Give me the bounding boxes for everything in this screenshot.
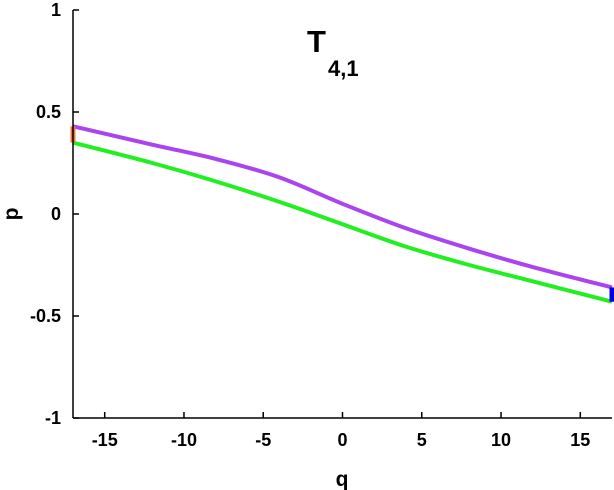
y-axis-title: p <box>0 208 23 221</box>
series-line-0 <box>72 124 613 290</box>
x-tick-label: -5 <box>255 430 271 450</box>
y-tick-label: 0.5 <box>36 102 61 122</box>
series-line-1 <box>72 140 613 304</box>
chart-title-subscript: 4,1 <box>328 56 359 81</box>
x-tick-label: -15 <box>92 430 118 450</box>
tick-labels: -15 -10 -5 0 5 10 15 -1 -0.5 0 0.5 1 <box>30 0 590 450</box>
ticks <box>73 9 582 419</box>
y-tick-label: 1 <box>51 0 61 20</box>
y-tick-label: -1 <box>45 408 61 428</box>
chart-title: T <box>307 24 326 59</box>
x-axis-title: q <box>336 468 349 490</box>
y-tick-label: -0.5 <box>30 306 61 326</box>
x-tick-label: 15 <box>570 430 590 450</box>
plot-lines <box>70 124 614 304</box>
x-tick-label: -10 <box>171 430 197 450</box>
x-tick-label: 5 <box>417 430 427 450</box>
x-tick-label: 10 <box>491 430 511 450</box>
x-tick-label: 0 <box>337 430 347 450</box>
y-tick-label: 0 <box>51 204 61 224</box>
